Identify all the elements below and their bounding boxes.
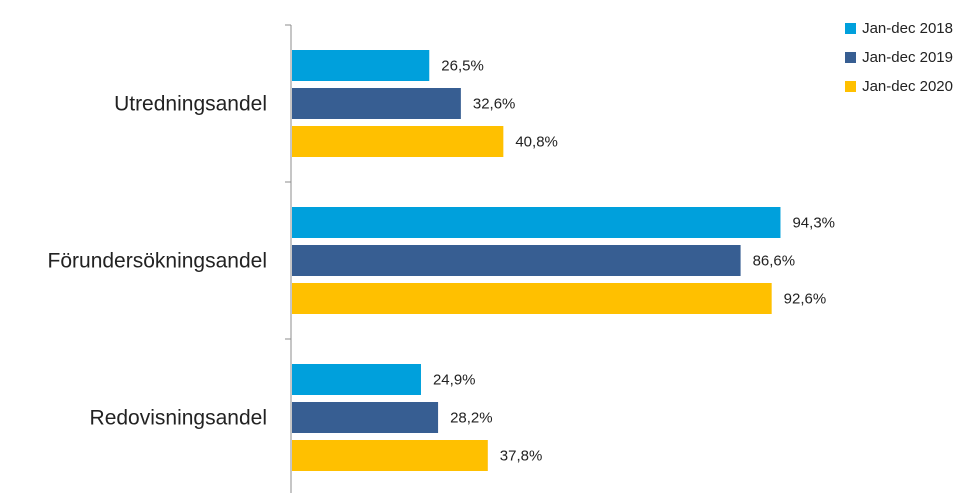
bar	[292, 283, 772, 314]
bar	[292, 50, 430, 81]
legend-item: Jan-dec 2020	[845, 72, 953, 101]
bar	[292, 402, 439, 433]
legend-label: Jan-dec 2018	[862, 20, 953, 37]
data-label: 92,6%	[784, 291, 827, 308]
data-label: 40,8%	[515, 134, 558, 151]
data-label: 94,3%	[792, 215, 835, 232]
legend: Jan-dec 2018 Jan-dec 2019 Jan-dec 2020	[845, 14, 953, 101]
legend-swatch	[845, 23, 857, 34]
data-label: 26,5%	[441, 58, 484, 75]
data-label: 28,2%	[450, 410, 493, 427]
bar	[292, 126, 504, 157]
category-label: Utredningsandel	[114, 93, 267, 116]
legend-label: Jan-dec 2020	[862, 78, 953, 95]
data-label: 32,6%	[473, 96, 516, 113]
data-label: 37,8%	[500, 448, 543, 465]
category-label: Förundersökningsandel	[48, 250, 267, 273]
data-label: 86,6%	[753, 253, 796, 270]
legend-swatch	[845, 81, 857, 92]
bar	[292, 207, 781, 238]
legend-swatch	[845, 52, 857, 63]
bar	[292, 245, 741, 276]
data-label: 24,9%	[433, 372, 476, 389]
legend-item: Jan-dec 2018	[845, 14, 953, 43]
bar	[292, 88, 461, 119]
bar	[292, 364, 421, 395]
legend-label: Jan-dec 2019	[862, 49, 953, 66]
category-label: Redovisningsandel	[90, 407, 267, 430]
legend-item: Jan-dec 2019	[845, 43, 953, 72]
bar	[292, 440, 488, 471]
